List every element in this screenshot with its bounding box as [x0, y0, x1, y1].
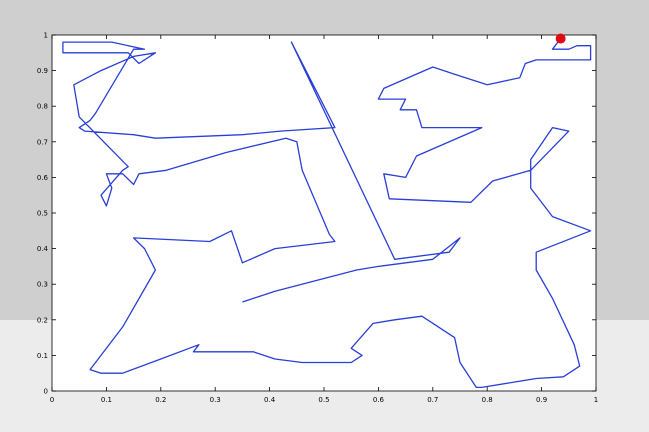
plot-area	[51, 34, 597, 392]
y-tick-label: 0.6	[37, 174, 49, 182]
x-tick-label: 0.5	[318, 396, 329, 404]
y-tick-label: 0.7	[37, 138, 48, 146]
x-tick-label: 1	[594, 396, 598, 404]
y-tick-label: 0.1	[37, 352, 48, 360]
y-tick-label: 0.2	[37, 316, 48, 324]
x-tick-label: 0.3	[210, 396, 221, 404]
axis-ticks: 0 0.1 0.2 0.3 0.4 0.5 0.6 0.7 0.8 0.9 1 0 0.1 0.2 0.3 0…	[37, 32, 598, 405]
x-tick-label: 0.6	[373, 396, 385, 404]
y-tick-label: 0	[44, 388, 48, 396]
y-tick-label: 0.8	[37, 103, 48, 111]
series-line	[62, 38, 592, 389]
x-tick-label: 0.2	[155, 396, 166, 404]
x-tick-label: 0.4	[264, 396, 276, 404]
y-tick-label: 0.9	[37, 67, 48, 75]
x-tick-label: 0	[50, 396, 54, 404]
y-tick-label: 0.4	[37, 245, 49, 253]
series-markers	[555, 33, 566, 44]
start-point-marker	[555, 33, 566, 44]
x-tick-label: 0.9	[536, 396, 547, 404]
x-tick-label: 0.8	[482, 396, 493, 404]
x-tick-label: 0.7	[427, 396, 438, 404]
y-tick-label: 0.5	[37, 210, 48, 218]
series-lines	[62, 38, 592, 389]
y-tick-label: 1	[44, 32, 48, 40]
y-tick-label: 0.3	[37, 281, 48, 289]
x-tick-label: 0.1	[101, 396, 112, 404]
